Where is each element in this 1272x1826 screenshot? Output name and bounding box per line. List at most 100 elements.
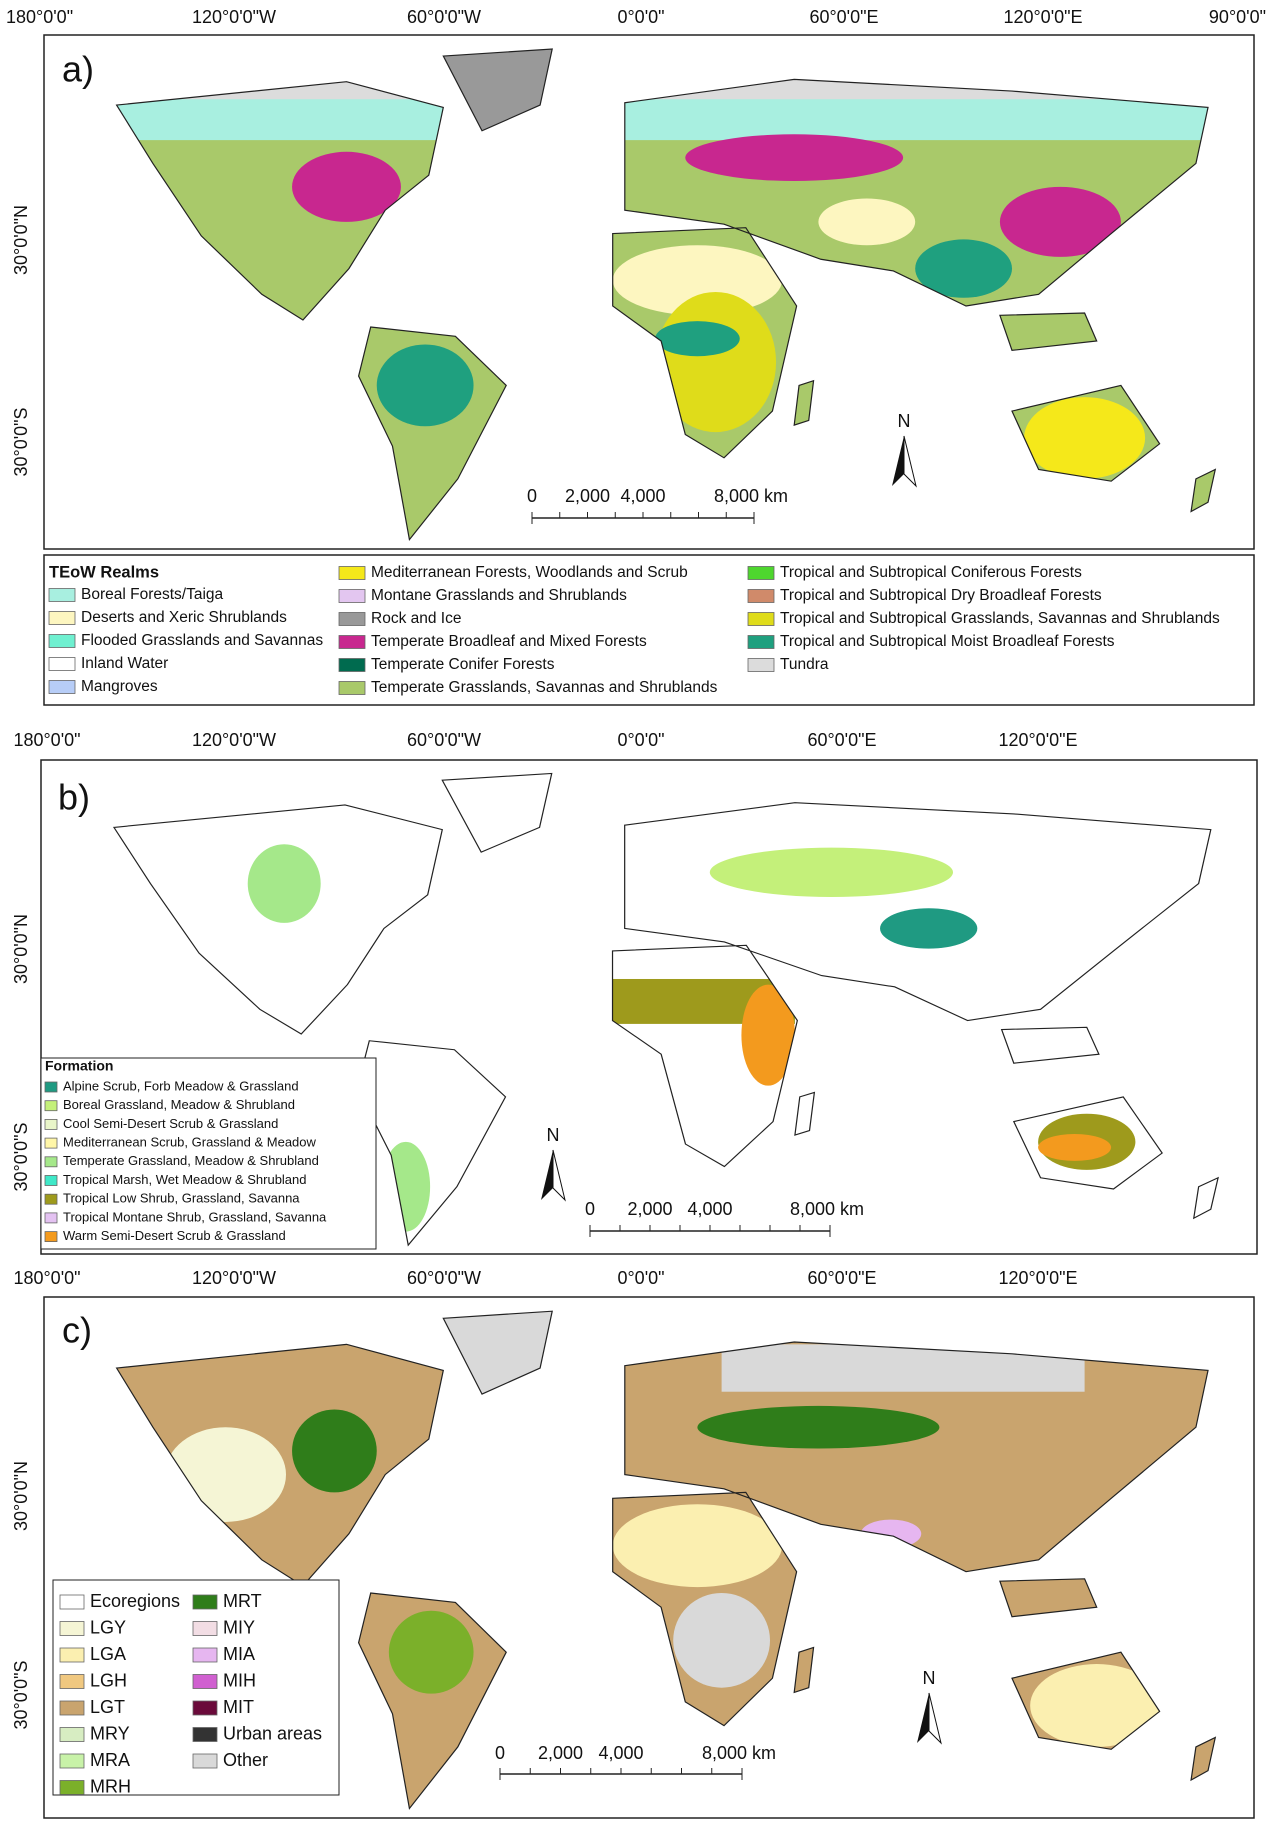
legend-label: Boreal Grassland, Meadow & Shrubland [63,1097,295,1112]
legend-swatch [338,681,366,695]
legend-swatch [59,1780,85,1795]
legend-swatch [192,1647,218,1663]
longitude-label: 60°0'0"W [407,1268,481,1288]
legend-swatch [192,1753,218,1769]
legend-label: Tropical Low Shrub, Grassland, Savanna [63,1191,300,1206]
latitude-label: 30°0'0"S [11,1660,31,1729]
legend-label: Tropical and Subtropical Grasslands, Sav… [780,610,1220,627]
north-arrow [928,1692,942,1745]
legend-label: MIY [223,1617,255,1637]
legend-swatch [338,635,366,649]
legend-label: Ecoregions [90,1591,180,1611]
longitude-label: 60°0'0"E [807,1268,876,1288]
legend-label: Urban areas [223,1723,322,1743]
legend-swatch [338,612,366,626]
scale-label: 8,000 km [790,1199,864,1219]
legend-swatch [747,589,775,603]
legend-swatch [59,1753,85,1769]
scale-label: 8,000 km [714,486,788,506]
legend-label: Warm Semi-Desert Scrub & Grassland [63,1228,286,1243]
north-arrow [552,1149,566,1202]
legend-swatch [48,657,76,671]
legend-label: Tropical and Subtropical Dry Broadleaf F… [780,587,1102,604]
legend-swatch [59,1674,85,1689]
legend-label: Mangroves [81,678,158,695]
legend-label: Tropical Montane Shrub, Grassland, Savan… [63,1209,327,1224]
legend-label: Tropical Marsh, Wet Meadow & Shrubland [63,1172,307,1187]
legend-label: Mediterranean Scrub, Grassland & Meadow [63,1135,317,1150]
legend-swatch [747,635,775,649]
legend-label: Deserts and Xeric Shrublands [81,609,287,626]
legend-swatch [338,658,366,672]
longitude-label: 120°0'0"W [192,7,276,27]
legend-label: MRT [223,1591,262,1611]
longitude-label: 120°0'0"E [1003,7,1082,27]
legend-label: Montane Grasslands and Shrublands [371,587,627,604]
scale-label: 2,000 [538,1743,583,1763]
legend-swatch [338,589,366,603]
longitude-label: 180°0'0" [13,730,80,750]
scale-label: 4,000 [620,486,665,506]
legend-label: MIH [223,1670,256,1690]
legend-label: MRH [90,1776,131,1796]
legend-swatch [59,1594,85,1610]
north-label: N [898,411,911,431]
legend-swatch [44,1193,58,1205]
longitude-label: 0°0'0" [617,7,664,27]
legend-label: Mediterranean Forests, Woodlands and Scr… [371,564,688,581]
legend-label: Tundra [780,656,829,673]
legend-label: Tropical and Subtropical Coniferous Fore… [780,564,1082,581]
legend-swatch [747,566,775,580]
legend-swatch [59,1727,85,1742]
legend-label: Cool Semi-Desert Scrub & Grassland [63,1116,278,1131]
legend-swatch [48,680,76,694]
latitude-label: 30°0'0"S [11,407,31,476]
scale-label: 4,000 [687,1199,732,1219]
legend-swatch [44,1119,58,1130]
legend-swatch [48,634,76,648]
legend-swatch [192,1727,218,1742]
legend-swatch [44,1156,58,1168]
north-label: N [923,1668,936,1688]
longitude-label: 120°0'0"W [192,1268,276,1288]
legend-swatch [44,1081,58,1093]
latitude-label: 30°0'0"N [11,914,31,984]
legend-swatch [747,658,775,672]
legend-label: Alpine Scrub, Forb Meadow & Grassland [63,1078,299,1093]
legend-label: LGH [90,1670,127,1690]
legend-swatch [44,1137,58,1149]
longitude-label: 60°0'0"W [407,730,481,750]
map-b [113,772,1219,1246]
longitude-label: 90°0'0" [1209,7,1266,27]
north-arrow [892,436,904,486]
scale-label: 2,000 [565,486,610,506]
longitude-label: 180°0'0" [13,1268,80,1288]
longitude-label: 0°0'0" [617,730,664,750]
legend-box [40,1057,377,1250]
legend-label: MRA [90,1750,130,1770]
longitude-label: 120°0'0"E [998,730,1077,750]
north-arrow [541,1150,553,1200]
longitude-label: 120°0'0"W [192,730,276,750]
legend-label: LGA [90,1644,126,1664]
legend-swatch [59,1647,85,1663]
legend-swatch [192,1621,218,1636]
scale-label: 0 [527,486,537,506]
legend-label: LGY [90,1617,126,1637]
legend-label: MRY [90,1723,130,1743]
legend-box [43,554,1255,706]
panel-label: a) [62,49,94,90]
legend-label: Temperate Conifer Forests [371,656,555,673]
panel-label: b) [58,777,90,818]
legend-swatch [192,1594,218,1610]
legend-swatch [48,588,76,602]
longitude-label: 180°0'0" [6,7,73,27]
legend-swatch [44,1212,58,1224]
legend-title: TEoW Realms [49,563,159,581]
legend-label: Inland Water [81,655,168,672]
legend-label: Other [223,1750,268,1770]
legend-swatch [44,1231,58,1242]
legend-label: Flooded Grasslands and Savannas [81,632,323,649]
legend-swatch [59,1621,85,1636]
